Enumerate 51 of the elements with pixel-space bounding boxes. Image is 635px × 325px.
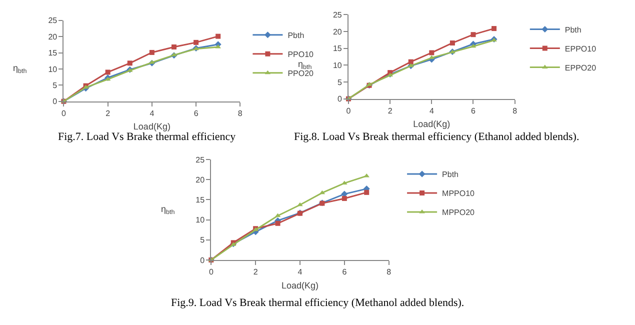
y-tick-label: 5 [200, 236, 206, 245]
x-tick-label: 2 [253, 268, 258, 277]
legend-label: Pbth [288, 31, 304, 40]
x-tick-label: 2 [388, 106, 393, 116]
y-tick-label: 10 [48, 64, 58, 74]
x-tick-label: 0 [62, 108, 67, 118]
y-tick-label: 15 [48, 48, 58, 58]
y-tick-label: 0 [52, 97, 58, 106]
legend-label: Pbth [442, 170, 459, 180]
y-tick-label: 25 [332, 10, 342, 20]
x-tick-label: 0 [346, 106, 352, 116]
caption: Fig.9. Load Vs Break thermal efficiency (Methanol added blends). [171, 297, 464, 309]
y-tick-label: 10 [196, 216, 206, 225]
legend-label: MPPO20 [442, 208, 476, 218]
y-axis-title: η$_{bth}$ [298, 59, 312, 71]
y-tick-label: 0 [337, 94, 342, 104]
x-tick-label: 8 [512, 106, 518, 116]
x-tick-label: 6 [342, 268, 348, 277]
y-tick-label: 5 [337, 78, 342, 87]
legend-label: PPO20 [288, 69, 314, 78]
legend-label: EPPO20 [564, 63, 597, 72]
x-tick-label: 8 [238, 108, 243, 118]
y-axis-title: η$_{bth}$ [13, 63, 28, 75]
y-tick-label: 15 [196, 195, 206, 204]
y-tick-label: 15 [332, 44, 342, 54]
y-tick-label: 10 [332, 60, 342, 70]
x-tick-label: 4 [429, 106, 434, 116]
y-tick-label: 5 [52, 80, 58, 90]
x-axis-title: Load(Kg) [413, 119, 450, 130]
x-tick-label: 4 [298, 268, 303, 277]
y-axis-title: η$_{bth}$ [161, 204, 176, 216]
legend-label: MPPO10 [442, 189, 476, 198]
x-axis-title: Load(Kg) [281, 280, 319, 290]
y-tick-label: 20 [332, 27, 342, 36]
y-tick-label: 20 [48, 32, 58, 42]
caption: Fig.8. Load Vs Break thermal efficiency (Ethanol added blends). [294, 131, 580, 143]
x-tick-label: 8 [386, 268, 392, 277]
y-tick-label: 25 [196, 155, 206, 164]
x-axis-title: Load(Kg) [133, 122, 170, 132]
legend-label: PPO10 [288, 50, 314, 60]
legend-label: Pbth [564, 25, 582, 34]
x-tick-label: 2 [106, 108, 111, 118]
y-tick-label: 25 [48, 16, 58, 26]
x-tick-label: 6 [194, 108, 199, 118]
y-tick-label: 0 [200, 256, 206, 265]
caption: Fig.7. Load Vs Brake thermal efficiency [58, 131, 236, 143]
x-tick-label: 6 [471, 106, 476, 116]
legend-label: EPPO10 [564, 44, 597, 54]
x-tick-label: 4 [150, 108, 155, 118]
y-tick-label: 20 [196, 175, 206, 184]
x-tick-label: 0 [208, 268, 214, 277]
